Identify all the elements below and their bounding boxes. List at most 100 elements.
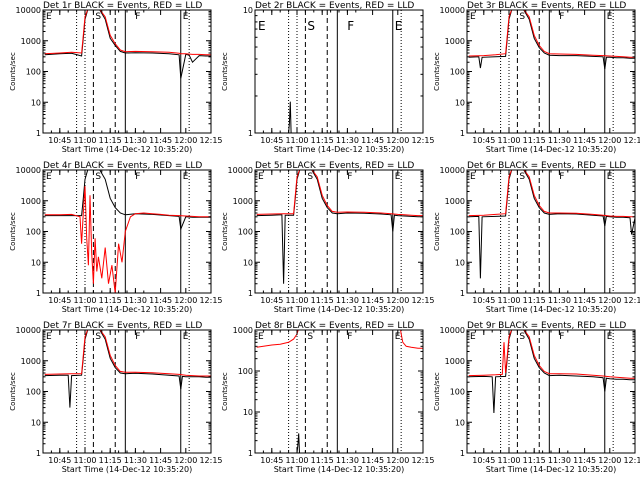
phase-marker-label: F bbox=[559, 172, 564, 182]
y-tick-label: 10 bbox=[243, 258, 253, 267]
y-axis-label: Counts/sec bbox=[9, 52, 17, 91]
x-tick-label: 12:00 bbox=[598, 136, 621, 145]
y-tick-label: 1 bbox=[460, 449, 465, 458]
x-tick-label: 12:15 bbox=[199, 136, 222, 145]
phase-marker-label: F bbox=[559, 332, 564, 342]
phase-marker-label: E bbox=[395, 332, 401, 342]
y-axis-label: Counts/sec bbox=[433, 212, 441, 251]
phase-marker-label: E bbox=[607, 172, 613, 182]
y-tick-label: 1000 bbox=[445, 37, 465, 46]
x-tick-label: 12:00 bbox=[174, 456, 197, 465]
y-tick-label: 10000 bbox=[16, 166, 41, 175]
y-tick-label: 10 bbox=[455, 418, 465, 427]
x-tick-label: 11:45 bbox=[149, 456, 172, 465]
series-line bbox=[468, 170, 635, 218]
series-line bbox=[400, 330, 423, 349]
y-axis-label: Counts/sec bbox=[221, 52, 229, 91]
phase-marker-label: E bbox=[46, 332, 52, 342]
y-tick-label: 10 bbox=[243, 6, 253, 15]
series-line bbox=[44, 330, 211, 408]
x-tick-label: 11:45 bbox=[573, 136, 596, 145]
y-axis-label: Counts/sec bbox=[433, 52, 441, 91]
y-tick-label: 1000 bbox=[233, 326, 253, 335]
y-tick-label: 100 bbox=[26, 228, 41, 237]
phase-marker-label: S bbox=[519, 12, 525, 22]
x-tick-label: 11:15 bbox=[99, 136, 122, 145]
panel-title: Det 6r BLACK = Events, RED = LLD bbox=[467, 161, 626, 171]
y-tick-label: 1 bbox=[460, 129, 465, 138]
x-axis-label: Start Time (14-Dec-12 10:35:20) bbox=[274, 145, 405, 154]
x-tick-label: 11:15 bbox=[523, 136, 546, 145]
panel-title: Det 3r BLACK = Events, RED = LLD bbox=[467, 1, 626, 11]
x-tick-label: 10:45 bbox=[48, 136, 71, 145]
y-tick-label: 1 bbox=[460, 289, 465, 298]
x-axis-label: Start Time (14-Dec-12 10:35:20) bbox=[486, 465, 617, 474]
x-tick-label: 11:15 bbox=[523, 296, 546, 305]
series-line bbox=[468, 330, 635, 414]
x-tick-label: 11:00 bbox=[497, 136, 520, 145]
x-tick-label: 11:45 bbox=[149, 136, 172, 145]
phase-marker-label: E bbox=[46, 12, 52, 22]
x-tick-label: 11:30 bbox=[336, 136, 359, 145]
x-tick-label: 10:45 bbox=[260, 296, 283, 305]
panel-title: Det 5r BLACK = Events, RED = LLD bbox=[255, 161, 414, 171]
y-tick-label: 1000 bbox=[233, 197, 253, 206]
phase-marker-label: E bbox=[46, 172, 52, 182]
phase-marker-label: E bbox=[470, 332, 476, 342]
x-tick-label: 11:45 bbox=[361, 456, 384, 465]
y-tick-label: 100 bbox=[26, 388, 41, 397]
y-tick-label: 10000 bbox=[16, 6, 41, 15]
x-tick-label: 11:00 bbox=[497, 296, 520, 305]
x-tick-label: 12:15 bbox=[411, 456, 434, 465]
y-tick-label: 1000 bbox=[21, 357, 41, 366]
y-tick-label: 10 bbox=[243, 408, 253, 417]
x-axis-label: Start Time (14-Dec-12 10:35:20) bbox=[274, 305, 405, 314]
plot-frame bbox=[254, 329, 424, 454]
phase-marker-label: S bbox=[95, 12, 101, 22]
plot-frame bbox=[42, 169, 212, 294]
phase-marker-label: S bbox=[519, 332, 525, 342]
y-tick-label: 100 bbox=[26, 68, 41, 77]
x-tick-label: 11:15 bbox=[311, 136, 334, 145]
plot-frame bbox=[42, 329, 212, 454]
phase-marker-label: E bbox=[183, 332, 189, 342]
y-tick-label: 10 bbox=[455, 258, 465, 267]
y-axis-label: Counts/sec bbox=[221, 372, 229, 411]
phase-marker-label: S bbox=[307, 19, 315, 33]
phase-marker-label: E bbox=[183, 172, 189, 182]
x-tick-label: 11:30 bbox=[548, 136, 571, 145]
phase-marker-label: E bbox=[607, 332, 613, 342]
plot-frame bbox=[466, 329, 636, 454]
x-axis-label: Start Time (14-Dec-12 10:35:20) bbox=[62, 465, 193, 474]
phase-marker-label: F bbox=[135, 332, 140, 342]
x-tick-label: 12:15 bbox=[623, 456, 640, 465]
x-tick-label: 11:00 bbox=[285, 456, 308, 465]
x-tick-label: 12:00 bbox=[598, 456, 621, 465]
x-tick-label: 11:00 bbox=[497, 456, 520, 465]
y-tick-label: 1 bbox=[248, 289, 253, 298]
phase-marker-label: E bbox=[395, 19, 403, 33]
y-tick-label: 100 bbox=[450, 228, 465, 237]
series-line bbox=[256, 170, 423, 217]
y-tick-label: 10000 bbox=[440, 326, 465, 335]
plot-frame bbox=[42, 9, 212, 134]
y-tick-label: 1 bbox=[248, 129, 253, 138]
y-tick-label: 1000 bbox=[445, 197, 465, 206]
x-tick-label: 11:30 bbox=[548, 456, 571, 465]
x-tick-label: 11:45 bbox=[573, 456, 596, 465]
x-tick-label: 10:45 bbox=[472, 456, 495, 465]
x-tick-label: 11:30 bbox=[124, 296, 147, 305]
phase-marker-label: S bbox=[307, 172, 313, 182]
y-tick-label: 10 bbox=[31, 418, 41, 427]
x-axis-label: Start Time (14-Dec-12 10:35:20) bbox=[486, 145, 617, 154]
series-line bbox=[44, 10, 211, 56]
x-tick-label: 12:00 bbox=[386, 456, 409, 465]
series-line bbox=[468, 10, 635, 58]
x-tick-label: 11:00 bbox=[73, 136, 96, 145]
